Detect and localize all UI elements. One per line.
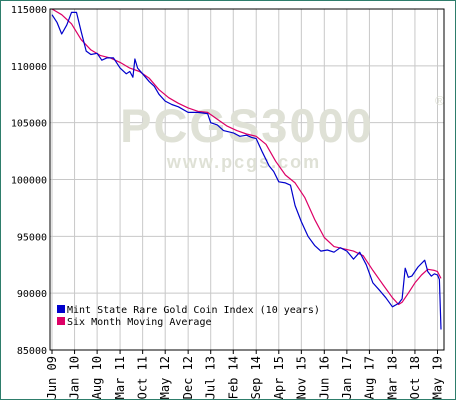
x-tick-label: Jun 09 [45,356,59,399]
legend-swatch [57,317,65,325]
y-axis: 85000 90000 95000 100000 105000 110000 115000 [11,5,47,357]
x-tick-label: May 12 [158,356,172,399]
x-tick-label: Jun 16 [317,356,331,399]
pcgs3000-watermark: PCGS3000 ® www.pcgs.com [120,93,445,172]
x-tick-label: Oct 18 [408,356,422,399]
legend-label: Six Month Moving Average [67,317,212,328]
y-tick-label: 90000 [17,289,47,300]
x-tick-label: Aug 10 [90,356,104,399]
x-tick-label: Dec 12 [181,356,195,399]
series-lines [51,8,442,330]
x-tick-label: Aug 17 [362,356,376,399]
x-tick-label: Nov 15 [294,356,308,399]
x-tick-label: Sep 14 [249,356,263,399]
x-tick-label: Apr 15 [272,356,286,399]
x-axis: Jun 09 Jan 10 Aug 10 Mar 11 Oct 11 May 12 Dec … [45,350,444,399]
x-tick-label: Jan 10 [68,356,82,399]
grid-lines [50,8,444,351]
watermark-url: www.pcgs.com [166,152,321,172]
x-tick-label: Jan 17 [340,356,354,399]
x-tick-label: May 19 [430,356,444,399]
x-tick-label: Jul 13 [204,356,218,399]
y-tick-label: 100000 [11,176,47,187]
y-tick-label: 85000 [17,346,47,357]
x-tick-label: Mar 11 [113,356,127,399]
y-tick-label: 105000 [11,119,47,130]
plot-border [49,8,445,351]
watermark-registered: ® [435,93,445,108]
x-tick-label: Feb 14 [226,356,240,399]
series-line [51,11,442,330]
legend-swatch [57,305,65,313]
x-tick-label: Oct 11 [136,356,150,399]
y-tick-label: 115000 [11,5,47,16]
watermark-logo: PCGS3000 [120,99,374,152]
legend-label: Mint State Rare Gold Coin Index (10 year… [67,305,320,316]
x-tick-label: Mar 18 [385,356,399,399]
y-tick-label: 95000 [17,232,47,243]
legend: Mint State Rare Gold Coin Index (10 year… [57,305,320,328]
y-tick-label: 110000 [11,62,47,73]
series-line [51,8,442,306]
